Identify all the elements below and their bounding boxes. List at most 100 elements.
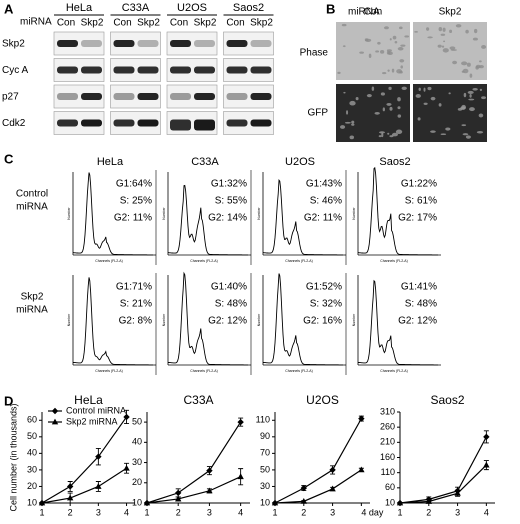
cell-speck	[462, 133, 469, 136]
cell-speck	[468, 98, 475, 101]
cell-speck	[349, 100, 356, 106]
flow-stat: G2: 17%	[398, 213, 437, 224]
marker	[95, 453, 102, 460]
lane-label: Skp2	[250, 18, 273, 29]
image-column-label: Con	[364, 7, 382, 18]
x-tick-label: 3	[330, 507, 335, 517]
y-tick-label: 10	[27, 497, 37, 507]
y-tick-label: 20	[132, 477, 142, 487]
blot-strip	[166, 58, 218, 82]
marker	[143, 499, 151, 506]
cell-line-header: HeLa	[66, 2, 93, 14]
cell-speck	[465, 29, 469, 34]
blot-band	[81, 119, 102, 127]
marker	[66, 483, 74, 490]
flow-stat: G2: 8%	[119, 316, 152, 327]
cell-speck	[387, 132, 390, 135]
series-line	[146, 421, 242, 504]
cell-speck	[397, 114, 402, 118]
blot-band	[170, 93, 191, 100]
y-tick-label: 310	[380, 406, 395, 416]
cell-speck	[440, 133, 447, 136]
cell-speck	[396, 69, 403, 74]
flow-row-label: Skp2	[21, 292, 44, 303]
cell-speck	[386, 49, 392, 52]
flow-stat: G2: 16%	[303, 316, 342, 327]
marker	[51, 407, 59, 415]
flow-x-axis-label: Channels (FL2-A)	[285, 369, 313, 373]
cell-speck	[389, 106, 393, 111]
cell-speck	[375, 50, 380, 53]
flow-x-axis-label: Channels (FL2-A)	[190, 369, 218, 373]
series-line	[146, 476, 241, 504]
blot-band	[226, 66, 248, 74]
cell-speck	[366, 94, 372, 98]
blot-strip	[166, 31, 218, 56]
flow-stat: S: 55%	[215, 196, 247, 207]
blot-strip	[223, 111, 274, 135]
cell-line-header: Saos2	[233, 2, 264, 14]
blot-band	[250, 66, 272, 74]
cell-speck	[368, 53, 372, 59]
marker	[123, 413, 130, 421]
cell-speck	[423, 102, 428, 105]
cell-speck	[476, 131, 484, 134]
flow-x-axis-label: Channels (FL2-A)	[95, 369, 123, 373]
cell-speck	[340, 125, 346, 129]
x-tick-label: 1	[397, 507, 402, 517]
flow-histogram	[167, 271, 248, 366]
marker	[237, 418, 244, 426]
x-tick-label: 4	[484, 507, 489, 517]
flow-stat: G1:40%	[211, 282, 247, 293]
y-tick-label: 260	[380, 422, 395, 432]
cell-speck	[438, 103, 442, 107]
cell-speck	[389, 135, 394, 138]
blot-band	[194, 40, 215, 47]
protein-label: Skp2	[2, 39, 25, 50]
flow-y-axis-label: Number	[257, 313, 261, 326]
flow-stat: S: 21%	[120, 299, 152, 310]
cell-speck	[394, 41, 398, 44]
cell-speck	[445, 127, 451, 131]
series-line	[274, 469, 362, 504]
cell-speck	[475, 65, 479, 70]
flow-header: U2OS	[285, 156, 315, 168]
marker	[66, 494, 74, 501]
series-line	[399, 436, 487, 504]
marker	[329, 485, 336, 492]
cell-speck	[389, 38, 392, 41]
flow-histogram	[262, 273, 343, 366]
y-tick-label: 110	[256, 415, 270, 425]
series-line	[41, 467, 127, 504]
marker	[396, 499, 404, 506]
image-column-label: Skp2	[439, 7, 462, 18]
cell-speck	[364, 38, 369, 42]
flow-stat: G1:71%	[116, 282, 152, 293]
cell-speck	[472, 37, 478, 41]
marker	[329, 466, 336, 474]
series-line	[274, 418, 362, 504]
cell-speck	[449, 29, 453, 34]
flow-x-axis-label: Channels (FL2-A)	[285, 259, 313, 263]
y-tick-label: 20	[27, 481, 37, 491]
cell-speck	[463, 92, 467, 98]
cell-speck	[355, 96, 359, 101]
flow-stat: S: 32%	[310, 299, 342, 310]
cell-speck	[437, 44, 442, 48]
x-tick-label: 2	[68, 507, 73, 517]
x-tick-label: 2	[301, 507, 306, 517]
blot-strip	[110, 111, 161, 135]
cell-speck	[427, 86, 432, 91]
marker	[175, 489, 182, 497]
cell-speck	[391, 68, 395, 73]
panel-label: A	[4, 1, 14, 16]
cell-speck	[472, 88, 478, 91]
flow-stat: S: 48%	[405, 299, 437, 310]
blot-band	[57, 93, 78, 100]
mirna-label: miRNA	[348, 7, 380, 18]
cell-speck	[441, 45, 445, 48]
blot-strip	[53, 111, 105, 135]
image-row-label: GFP	[307, 108, 328, 119]
x-tick-label: 1	[144, 507, 149, 517]
